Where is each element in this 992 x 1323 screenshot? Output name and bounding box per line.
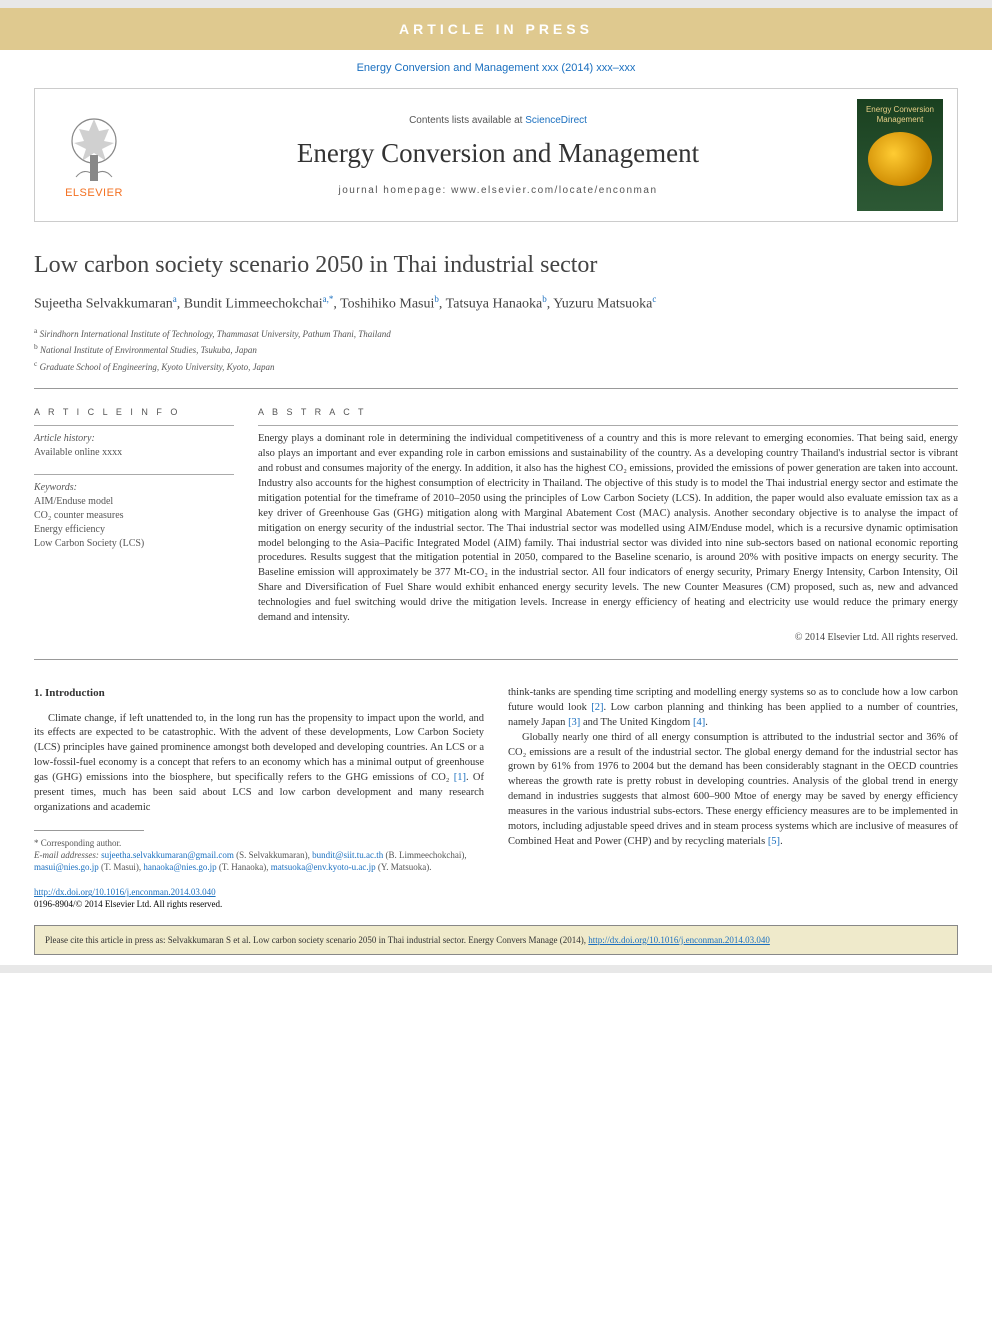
abstract-text: Energy plays a dominant role in determin…: [258, 425, 958, 626]
affiliation-b: b National Institute of Environmental St…: [34, 341, 958, 358]
intro-heading: 1. Introduction: [34, 686, 484, 702]
article-info-header: A R T I C L E I N F O: [34, 407, 234, 417]
top-grey-banner: [0, 0, 992, 8]
affiliation-a: a Sirindhorn International Institute of …: [34, 325, 958, 342]
keyword-item: CO₂ counter measures: [34, 509, 234, 523]
aip-text: ARTICLE IN PRESS: [399, 21, 593, 37]
footnote-divider: [34, 830, 144, 831]
emails-line: E-mail addresses: sujeetha.selvakkumaran…: [34, 849, 484, 873]
article-info-column: A R T I C L E I N F O Article history: A…: [34, 407, 234, 643]
body-two-column: 1. Introduction Climate change, if left …: [34, 686, 958, 873]
intro-paragraph-1-cont: think-tanks are spending time scripting …: [508, 686, 958, 731]
doi-block: http://dx.doi.org/10.1016/j.enconman.201…: [34, 887, 958, 910]
history-label: Article history:: [34, 432, 234, 446]
issn-line: 0196-8904/© 2014 Elsevier Ltd. All right…: [34, 899, 958, 911]
journal-homepage-line: journal homepage: www.elsevier.com/locat…: [157, 185, 839, 196]
ref-3[interactable]: [3]: [568, 717, 580, 728]
ref-5[interactable]: [5]: [768, 836, 780, 847]
keyword-item: Energy efficiency: [34, 523, 234, 537]
history-value: Available online xxxx: [34, 446, 234, 460]
journal-name: Energy Conversion and Management: [157, 138, 839, 169]
article-history-block: Article history: Available online xxxx: [34, 425, 234, 460]
contents-prefix: Contents lists available at: [409, 115, 525, 126]
p2-tail: .: [780, 836, 783, 847]
left-column: 1. Introduction Climate change, if left …: [34, 686, 484, 873]
affil-b-text: National Institute of Environmental Stud…: [40, 345, 257, 355]
affiliations-block: a Sirindhorn International Institute of …: [34, 325, 958, 375]
divider-top: [34, 388, 958, 389]
elsevier-wordmark: ELSEVIER: [65, 187, 123, 199]
keyword-item: AIM/Enduse model: [34, 495, 234, 509]
journal-ref-text: Energy Conversion and Management xxx (20…: [357, 62, 636, 74]
abstract-copyright: © 2014 Elsevier Ltd. All rights reserved…: [258, 632, 958, 643]
email-link[interactable]: masui@nies.go.jp: [34, 862, 99, 872]
cover-thumb-title: Energy Conversion Management: [863, 105, 937, 124]
authors-line: Sujeetha Selvakkumarana, Bundit Limmeech…: [34, 293, 958, 315]
journal-reference-line: Energy Conversion and Management xxx (20…: [0, 50, 992, 82]
right-column: think-tanks are spending time scripting …: [508, 686, 958, 873]
footnotes-block: * Corresponding author. E-mail addresses…: [34, 837, 484, 873]
ref-4[interactable]: [4]: [693, 717, 705, 728]
affiliation-c: c Graduate School of Engineering, Kyoto …: [34, 358, 958, 375]
keywords-block: Keywords: AIM/Enduse model CO₂ counter m…: [34, 474, 234, 551]
p1c-mid2: and The United Kingdom: [580, 717, 693, 728]
email-author-name: (T. Hanaoka),: [217, 862, 271, 872]
email-link[interactable]: sujeetha.selvakkumaran@gmail.com: [101, 850, 234, 860]
abstract-header: A B S T R A C T: [258, 407, 958, 417]
affil-a-text: Sirindhorn International Institute of Te…: [40, 329, 391, 339]
elsevier-tree-icon: [54, 111, 134, 183]
abstract-column: A B S T R A C T Energy plays a dominant …: [258, 407, 958, 643]
email-author-name: (B. Limmeechokchai),: [383, 850, 466, 860]
email-label: E-mail addresses:: [34, 850, 101, 860]
journal-header-box: ELSEVIER Contents lists available at Sci…: [34, 88, 958, 222]
citation-box: Please cite this article in press as: Se…: [34, 925, 958, 955]
email-author-name: (Y. Matsuoka).: [376, 862, 432, 872]
keywords-label: Keywords:: [34, 481, 234, 495]
intro-paragraph-2: Globally nearly one third of all energy …: [508, 731, 958, 850]
email-link[interactable]: matsuoka@env.kyoto-u.ac.jp: [271, 862, 376, 872]
sciencedirect-link[interactable]: ScienceDirect: [525, 115, 587, 126]
cite-doi-link[interactable]: http://dx.doi.org/10.1016/j.enconman.201…: [588, 935, 770, 945]
doi-link[interactable]: http://dx.doi.org/10.1016/j.enconman.201…: [34, 887, 216, 897]
ref-2[interactable]: [2]: [591, 702, 603, 713]
intro-paragraph-1: Climate change, if left unattended to, i…: [34, 712, 484, 816]
cover-thumb-image: [868, 132, 932, 186]
email-link[interactable]: bundit@siit.tu.ac.th: [312, 850, 383, 860]
contents-lists-line: Contents lists available at ScienceDirec…: [157, 115, 839, 126]
homepage-prefix: journal homepage:: [338, 185, 451, 196]
p2-text: Globally nearly one third of all energy …: [508, 732, 958, 847]
corresponding-author-note: * Corresponding author.: [34, 837, 484, 849]
email-link[interactable]: hanaoka@nies.go.jp: [143, 862, 216, 872]
divider-mid: [34, 659, 958, 660]
cite-text: Please cite this article in press as: Se…: [45, 935, 588, 945]
bottom-grey-banner: [0, 965, 992, 973]
header-center: Contents lists available at ScienceDirec…: [157, 115, 839, 196]
elsevier-logo: ELSEVIER: [49, 105, 139, 205]
keyword-item: Low Carbon Society (LCS): [34, 537, 234, 551]
homepage-url: www.elsevier.com/locate/enconman: [451, 185, 657, 196]
p1-text: Climate change, if left unattended to, i…: [34, 713, 484, 784]
article-in-press-banner: ARTICLE IN PRESS: [0, 8, 992, 50]
email-author-name: (T. Masui),: [99, 862, 144, 872]
ref-1[interactable]: [1]: [454, 772, 466, 783]
journal-cover-thumbnail: Energy Conversion Management: [857, 99, 943, 211]
info-abstract-row: A R T I C L E I N F O Article history: A…: [34, 407, 958, 643]
affil-c-text: Graduate School of Engineering, Kyoto Un…: [40, 362, 275, 372]
article-title: Low carbon society scenario 2050 in Thai…: [34, 252, 958, 279]
p1c-tail: .: [705, 717, 708, 728]
email-author-name: (S. Selvakkumaran),: [234, 850, 312, 860]
